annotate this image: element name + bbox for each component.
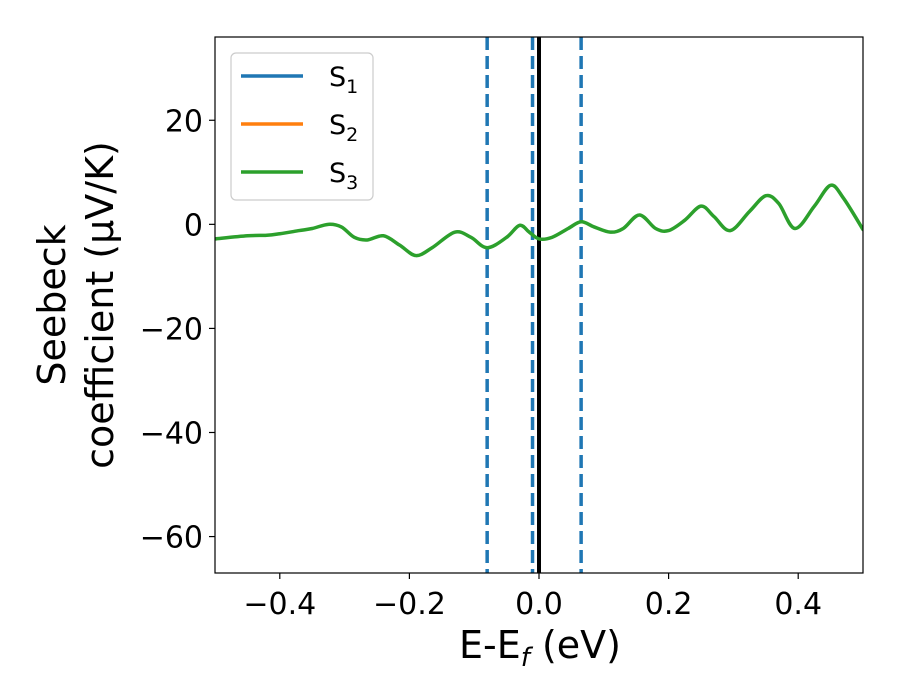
y-tick-label: 0 <box>184 208 203 243</box>
x-tick-label: −0.2 <box>373 587 446 622</box>
y-tick-label: 20 <box>165 104 203 139</box>
plot-area <box>215 37 863 573</box>
y-axis-label-line2: coefficient (μV/K) <box>78 141 122 469</box>
legend-label-s1: S1 <box>329 62 358 98</box>
y-axis-label-line1: Seebeck <box>30 224 74 385</box>
axes: −0.4 −0.2 0.0 0.2 0.4 20 0 −20 −40 −60 <box>140 36 864 622</box>
x-tick-label: −0.4 <box>243 587 316 622</box>
x-tick-label: 0.0 <box>515 587 563 622</box>
series-line-s3 <box>215 183 863 258</box>
x-tick-label: 0.4 <box>774 587 822 622</box>
x-tick-label: 0.2 <box>645 587 693 622</box>
legend-label-s2: S2 <box>329 110 358 146</box>
legend-label-s3: S3 <box>329 158 358 194</box>
y-tick-label: −60 <box>140 521 203 556</box>
legend: S1 S2 S3 <box>230 52 374 201</box>
x-axis-label: E-Ef (eV) <box>459 623 621 673</box>
y-tick-label: −20 <box>140 312 203 347</box>
legend-box <box>230 52 374 201</box>
y-tick-label: −40 <box>140 416 203 451</box>
